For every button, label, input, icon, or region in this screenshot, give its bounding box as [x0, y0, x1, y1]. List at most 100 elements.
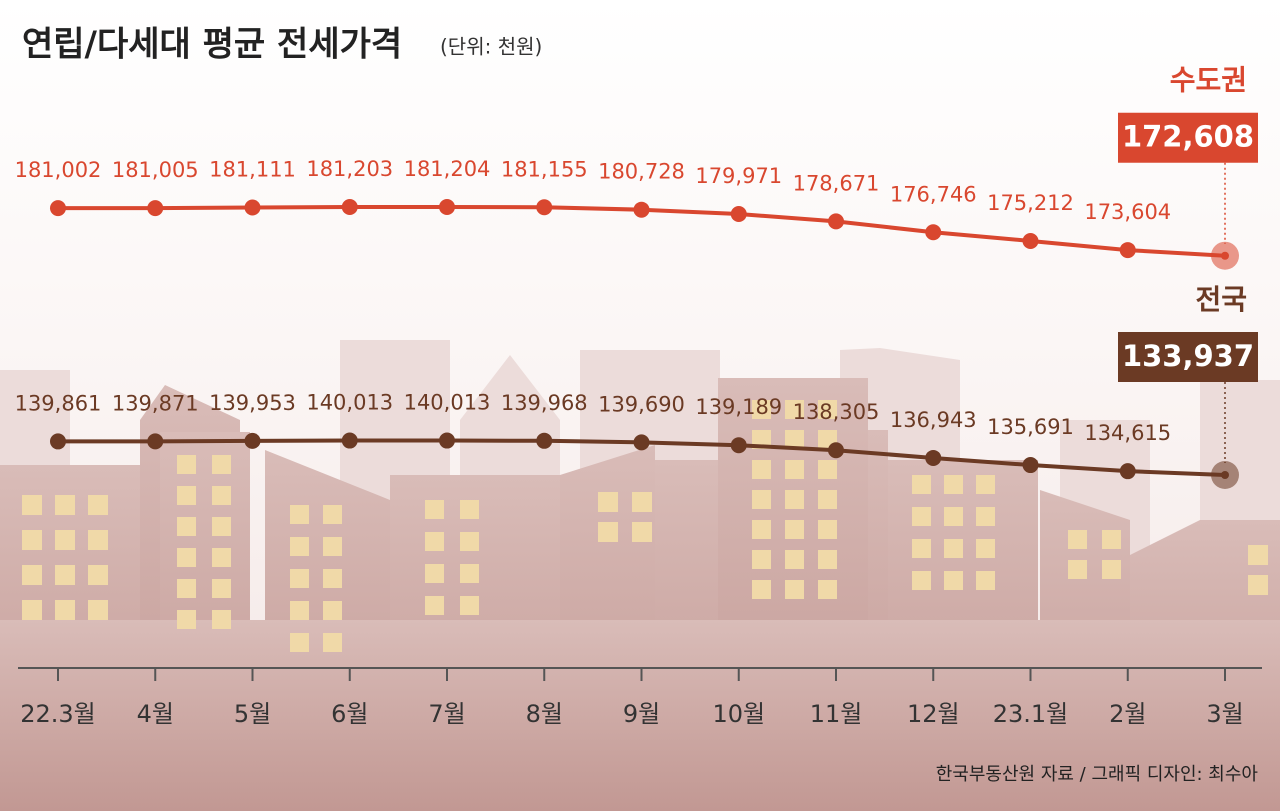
window: [55, 600, 75, 620]
window: [55, 530, 75, 550]
series-label: 수도권: [1170, 64, 1247, 97]
window: [818, 400, 837, 419]
value-label: 136,943: [890, 408, 977, 432]
window: [785, 400, 804, 419]
value-label: 133,937: [1122, 339, 1254, 373]
window: [632, 492, 652, 512]
marker: [925, 224, 942, 241]
value-label: 139,968: [501, 391, 588, 415]
window: [22, 530, 42, 550]
value-label: 139,189: [695, 395, 782, 419]
value-label: 180,728: [598, 160, 685, 184]
window: [460, 564, 479, 583]
source: 한국부동산원 자료 / 그래픽 디자인: 최수아: [936, 764, 1259, 785]
value-label: 139,953: [209, 391, 296, 415]
marker: [1221, 251, 1229, 260]
value-label: 181,203: [306, 157, 393, 181]
marker: [1022, 232, 1039, 249]
window: [944, 507, 963, 526]
marker: [536, 432, 553, 449]
window: [976, 571, 995, 590]
value-label: 179,971: [695, 164, 782, 188]
window: [912, 539, 931, 558]
marker: [828, 442, 844, 459]
value-label: 181,002: [15, 158, 102, 182]
window: [290, 537, 309, 556]
window: [290, 505, 309, 524]
marker: [244, 199, 261, 216]
window: [785, 580, 804, 599]
window: [752, 400, 771, 419]
window: [1102, 530, 1121, 549]
value-label: 140,013: [306, 391, 393, 415]
window: [818, 550, 837, 569]
value-label: 172,608: [1122, 120, 1254, 154]
value-label: 139,861: [15, 391, 102, 415]
value-label: 173,604: [1084, 200, 1171, 224]
marker: [633, 201, 650, 218]
window: [177, 548, 196, 567]
window: [912, 475, 931, 494]
window: [752, 550, 771, 569]
marker: [147, 200, 164, 217]
window: [212, 579, 231, 598]
window: [425, 532, 444, 551]
marker: [925, 449, 942, 466]
value-label: 176,746: [890, 182, 977, 206]
value-label: 178,671: [793, 171, 880, 195]
marker: [341, 432, 358, 449]
window: [22, 495, 42, 515]
x-tick-label: 7월: [428, 700, 465, 728]
window: [177, 579, 196, 598]
window: [290, 601, 309, 620]
window: [1248, 545, 1268, 565]
window: [752, 460, 771, 479]
window: [88, 530, 108, 550]
window: [752, 490, 771, 509]
window: [1102, 560, 1121, 579]
window: [1248, 575, 1268, 595]
window: [323, 601, 342, 620]
window: [88, 600, 108, 620]
marker: [730, 437, 747, 454]
window: [323, 537, 342, 556]
window: [912, 507, 931, 526]
window: [212, 548, 231, 567]
window: [212, 486, 231, 505]
marker: [341, 199, 358, 216]
window: [212, 517, 231, 536]
window: [425, 564, 444, 583]
value-label: 139,871: [112, 391, 199, 415]
window: [55, 495, 75, 515]
x-tick-label: 22.3월: [20, 700, 96, 728]
window: [425, 596, 444, 615]
window: [88, 565, 108, 585]
chart-title: 연립/다세대 평균 전세가격: [22, 25, 402, 65]
marker: [730, 205, 747, 222]
window: [944, 571, 963, 590]
window: [976, 539, 995, 558]
window: [944, 475, 963, 494]
window: [177, 486, 196, 505]
marker: [439, 199, 455, 215]
value-label: 139,690: [598, 392, 685, 416]
x-tick-label: 10월: [712, 700, 765, 728]
value-label: 181,204: [404, 157, 491, 181]
marker: [633, 434, 650, 451]
window: [785, 430, 804, 449]
window: [598, 522, 618, 542]
window: [785, 460, 804, 479]
value-label: 181,111: [209, 158, 296, 182]
window: [212, 455, 231, 474]
window: [818, 490, 837, 509]
marker: [439, 432, 455, 449]
chart-subtitle: (단위: 천원): [440, 35, 542, 59]
window: [976, 475, 995, 494]
x-tick-label: 12월: [907, 700, 960, 728]
value-label: 181,155: [501, 157, 588, 181]
windows: [22, 400, 1268, 652]
marker: [50, 433, 66, 450]
marker: [244, 432, 261, 449]
window: [460, 532, 479, 551]
